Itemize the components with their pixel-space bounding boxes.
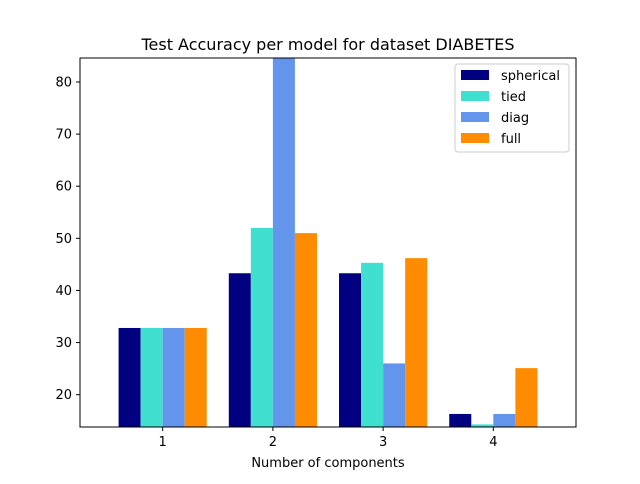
x-tick-label: 2 [269,435,277,450]
bars [118,58,538,427]
bar-spherical-1 [118,327,141,427]
x-tick-label: 3 [379,435,387,450]
bar-tied-1 [140,327,163,427]
bar-diag-1 [162,327,185,427]
bar-diag-3 [383,363,406,427]
legend-swatch-full [461,133,489,143]
x-tick-label: 1 [159,435,167,450]
x-axis-label: Number of components [251,456,405,471]
bar-full-2 [294,233,317,427]
y-axis: 20 30 40 50 60 70 80 [55,75,80,403]
bar-tied-2 [250,227,273,427]
bar-diag-4 [493,413,516,427]
bar-tied-3 [361,262,384,427]
y-tick-label: 20 [55,388,72,403]
legend-label-spherical: spherical [501,69,560,84]
legend-label-full: full [501,132,521,147]
bar-spherical-2 [228,273,251,427]
x-axis: 1 2 3 4 [159,427,497,450]
axes-frame [79,57,577,428]
bar-spherical-3 [339,273,362,427]
y-tick-label: 50 [55,232,72,247]
y-tick-label: 70 [55,128,72,143]
bar-full-1 [184,327,207,427]
bar-tied-4 [471,424,494,427]
legend-label-tied: tied [501,90,526,105]
x-tick-label: 4 [489,435,497,450]
y-tick-label: 30 [55,336,72,351]
bar-full-3 [405,258,428,427]
bar-spherical-4 [449,413,472,427]
y-tick-label: 40 [55,284,72,299]
bar-full-4 [515,368,538,427]
bar-diag-2 [272,58,295,427]
y-tick-label: 80 [55,75,72,90]
y-tick-label: 60 [55,180,72,195]
plot-area: 20 30 40 50 60 70 80 1 2 3 4 [55,57,577,450]
legend: spherical tied diag full [454,63,570,153]
chart-title: Test Accuracy per model for dataset DIAB… [140,35,514,54]
legend-box [454,63,570,153]
legend-swatch-tied [461,91,489,101]
legend-swatch-diag [461,112,489,122]
legend-label-diag: diag [501,111,529,126]
legend-swatch-spherical [461,70,489,80]
